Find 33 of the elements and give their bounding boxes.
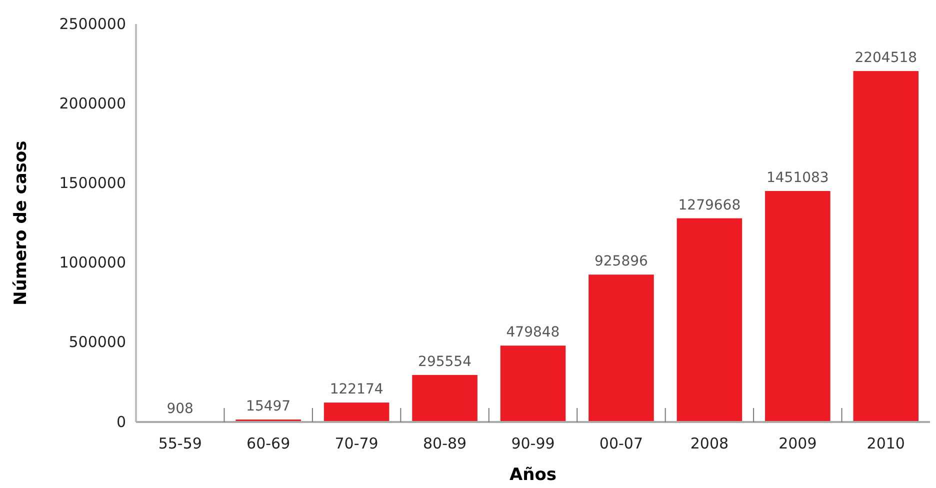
x-tick-label: 80-89 — [422, 434, 467, 453]
y-tick-label: 0 — [116, 412, 126, 431]
bar — [765, 190, 830, 422]
x-tick-label: 2009 — [778, 434, 817, 453]
x-tick-label: 55-59 — [158, 434, 202, 453]
data-label: 295554 — [418, 354, 472, 370]
bar — [324, 402, 390, 422]
bar — [588, 274, 654, 422]
x-tick-label: 2010 — [866, 434, 905, 453]
y-tick-label: 1500000 — [59, 174, 126, 192]
bar — [500, 346, 566, 422]
y-tick-label: 1000000 — [59, 254, 126, 272]
y-tick-label: 2500000 — [59, 14, 126, 33]
data-label: 925896 — [594, 254, 648, 270]
data-label: 2204518 — [854, 50, 918, 66]
x-tick-label: 00-07 — [599, 434, 644, 453]
bar — [412, 374, 478, 422]
data-label: 122174 — [330, 382, 384, 398]
y-tick-label: 500000 — [68, 333, 126, 352]
bar — [853, 71, 919, 422]
x-tick-label: 2008 — [690, 434, 729, 453]
bar — [676, 218, 742, 422]
data-label: 479848 — [506, 324, 560, 341]
data-label: 908 — [166, 400, 194, 417]
y-tick-label: 2000000 — [59, 94, 126, 112]
x-tick-label: 60-69 — [246, 434, 290, 453]
x-tick-label: 90-99 — [511, 434, 555, 453]
data-label: 15497 — [246, 398, 291, 415]
y-axis-title: Número de casos — [11, 140, 31, 306]
x-tick-label: 70-79 — [334, 434, 378, 453]
x-axis-title: Años — [509, 465, 557, 485]
data-label: 1279668 — [678, 197, 741, 214]
data-label: 1451083 — [766, 170, 829, 186]
